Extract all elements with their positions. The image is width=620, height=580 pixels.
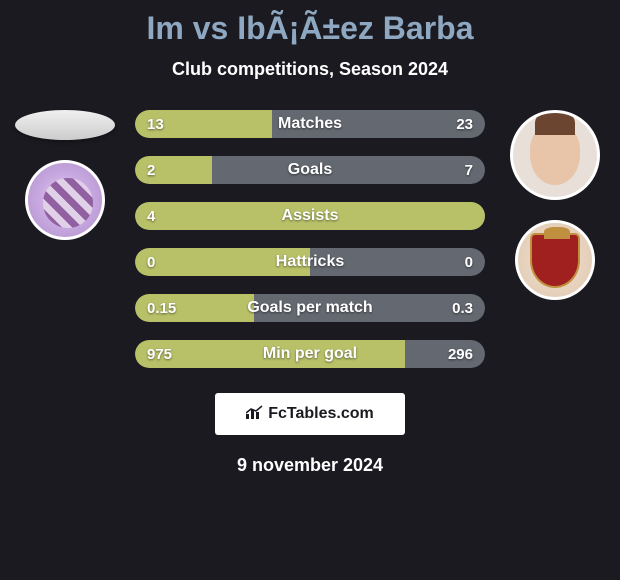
stat-label: Goals per match xyxy=(247,299,372,317)
stat-left-value: 0.15 xyxy=(147,300,176,317)
stat-bar: 0 Hattricks 0 xyxy=(135,248,485,276)
crest-icon xyxy=(530,233,580,288)
stat-label: Min per goal xyxy=(263,345,357,363)
stat-bar: 0.15 Goals per match 0.3 xyxy=(135,294,485,322)
left-column xyxy=(10,110,120,240)
right-column xyxy=(500,110,610,300)
stat-bar: 975 Min per goal 296 xyxy=(135,340,485,368)
stat-label: Goals xyxy=(288,161,332,179)
team-left-badge xyxy=(25,160,105,240)
stat-right-value: 0 xyxy=(465,254,473,271)
stat-left-value: 13 xyxy=(147,116,164,133)
stat-label: Matches xyxy=(278,115,342,133)
stat-bar-right-fill xyxy=(212,156,485,184)
footer-date: 9 november 2024 xyxy=(5,455,615,476)
branding-text: FcTables.com xyxy=(268,405,374,423)
stat-left-value: 975 xyxy=(147,346,172,363)
stat-left-value: 0 xyxy=(147,254,155,271)
stat-bar: 2 Goals 7 xyxy=(135,156,485,184)
comparison-title: Im vs IbÃ¡Ã±ez Barba xyxy=(5,10,615,47)
chart-icon xyxy=(246,405,264,424)
stat-right-value: 0.3 xyxy=(452,300,473,317)
stat-right-value: 23 xyxy=(456,116,473,133)
stat-bar: 13 Matches 23 xyxy=(135,110,485,138)
comparison-subtitle: Club competitions, Season 2024 xyxy=(5,59,615,80)
stat-left-value: 4 xyxy=(147,208,155,225)
branding-badge: FcTables.com xyxy=(215,393,405,435)
comparison-content: 13 Matches 23 2 Goals 7 4 Assists 0 Hattricks 0 0.1… xyxy=(5,110,615,368)
face-icon xyxy=(530,125,580,185)
stats-bars: 13 Matches 23 2 Goals 7 4 Assists 0 Hattricks 0 0.1… xyxy=(135,110,485,368)
stat-right-value: 296 xyxy=(448,346,473,363)
stat-right-value: 7 xyxy=(465,162,473,179)
stat-left-value: 2 xyxy=(147,162,155,179)
player-right-avatar xyxy=(510,110,600,200)
stat-label: Assists xyxy=(282,207,339,225)
stat-label: Hattricks xyxy=(276,253,344,271)
team-right-badge xyxy=(515,220,595,300)
player-left-avatar xyxy=(15,110,115,140)
stat-bar: 4 Assists xyxy=(135,202,485,230)
